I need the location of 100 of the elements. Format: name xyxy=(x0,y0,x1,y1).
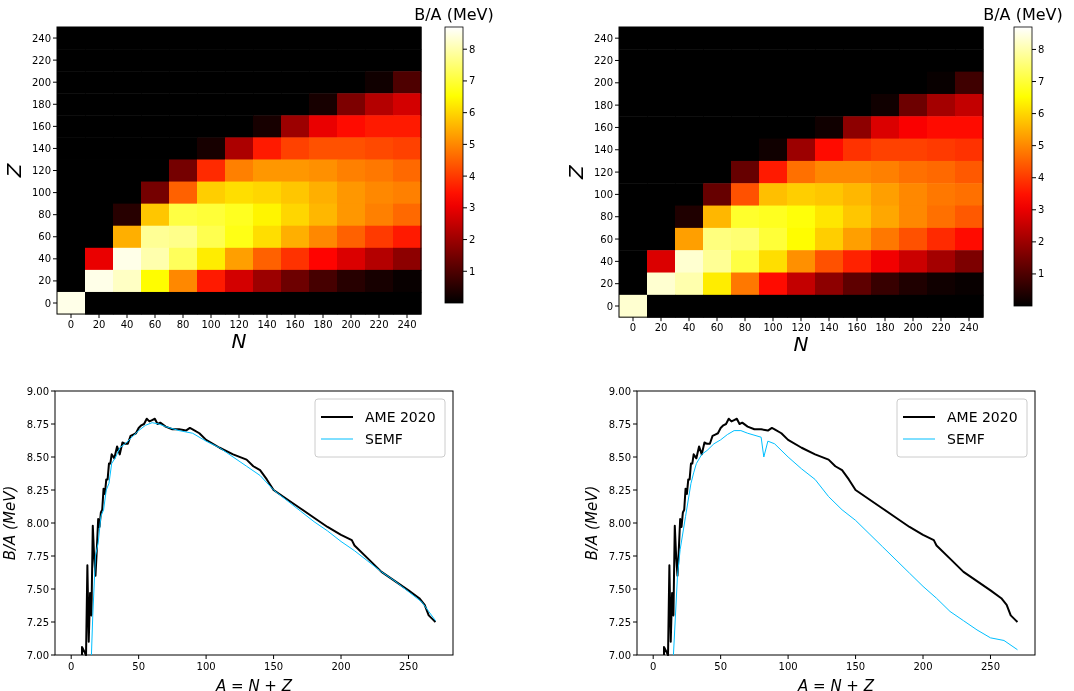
color-bar-label: 7 xyxy=(1038,76,1045,88)
x-tick-label: 100 xyxy=(196,661,216,672)
legend-label: AME 2020 xyxy=(365,408,436,425)
color-bar-title: B/A (MeV) xyxy=(983,5,1063,24)
y-tick-label: 8.75 xyxy=(608,418,631,430)
y-tick-label: 160 xyxy=(593,121,613,133)
y-tick-label: 9.00 xyxy=(608,385,631,397)
y-axis-title: Z xyxy=(2,162,26,179)
y-tick-label: 8.75 xyxy=(26,418,49,430)
color-bar-label: 7 xyxy=(469,75,476,87)
y-tick-label: 200 xyxy=(31,76,51,88)
y-tick-label: 7.25 xyxy=(608,616,631,628)
x-axis-title: N xyxy=(231,329,247,354)
legend-label: AME 2020 xyxy=(947,408,1018,425)
x-tick-label: 100 xyxy=(201,319,221,331)
y-axis-title: B/A (MeV) xyxy=(583,485,601,561)
x-tick-label: 0 xyxy=(68,661,75,672)
y-tick-label: 180 xyxy=(593,99,613,111)
x-tick-label: 40 xyxy=(120,319,134,331)
x-tick-label: 0 xyxy=(650,661,657,672)
x-tick-label: 180 xyxy=(313,319,333,331)
y-tick-label: 8.50 xyxy=(608,451,631,463)
y-tick-label: 8.25 xyxy=(26,484,49,496)
y-tick-label: 20 xyxy=(600,278,613,290)
color-bar-label: 1 xyxy=(469,265,476,277)
y-tick-label: 8.00 xyxy=(26,517,49,529)
x-tick-label: 250 xyxy=(980,661,1001,672)
x-tick-label: 240 xyxy=(397,319,417,331)
color-bar-label: 3 xyxy=(469,202,476,214)
y-tick-label: 120 xyxy=(31,165,51,177)
color-bar-label: 2 xyxy=(1038,236,1045,248)
x-tick-label: 200 xyxy=(903,322,923,334)
y-axis-title: B/A (MeV) xyxy=(1,485,19,561)
x-tick-label: 220 xyxy=(931,322,951,334)
x-tick-label: 160 xyxy=(847,322,867,334)
color-bar-label: 1 xyxy=(1038,268,1045,280)
x-tick-label: 200 xyxy=(331,661,351,672)
x-tick-label: 60 xyxy=(710,322,724,334)
x-tick-label: 140 xyxy=(819,322,839,334)
x-tick-label: 180 xyxy=(875,322,895,334)
x-tick-label: 60 xyxy=(148,319,162,331)
color-bar-label: 4 xyxy=(469,170,476,182)
y-tick-label: 240 xyxy=(593,32,613,44)
x-tick-label: 0 xyxy=(67,319,75,331)
x-tick-label: 50 xyxy=(714,661,728,672)
color-bar-title: B/A (MeV) xyxy=(414,5,494,24)
y-tick-label: 140 xyxy=(593,144,613,156)
y-tick-label: 60 xyxy=(600,233,613,245)
y-tick-label: 20 xyxy=(38,275,51,287)
y-tick-label: 200 xyxy=(593,77,613,89)
y-tick-label: 8.00 xyxy=(608,517,631,529)
x-tick-label: 120 xyxy=(791,322,811,334)
legend-label: SEMF xyxy=(947,430,985,447)
y-tick-label: 7.50 xyxy=(26,583,49,595)
x-tick-label: 100 xyxy=(778,661,798,672)
x-tick-label: 20 xyxy=(654,322,668,334)
y-tick-label: 120 xyxy=(593,166,613,178)
x-tick-label: 80 xyxy=(738,322,752,334)
color-bar-label: 6 xyxy=(469,107,476,119)
y-tick-label: 8.50 xyxy=(26,451,49,463)
y-tick-label: 7.00 xyxy=(608,649,631,661)
x-axis-title: N xyxy=(793,332,809,357)
y-axis-title: Z xyxy=(564,163,588,180)
color-bar-label: 6 xyxy=(1038,108,1045,120)
x-tick-label: 150 xyxy=(264,661,284,672)
x-tick-label: 160 xyxy=(285,319,305,331)
x-tick-label: 120 xyxy=(229,319,249,331)
color-bar-label: 5 xyxy=(1038,140,1045,152)
y-tick-label: 7.75 xyxy=(608,550,631,562)
y-tick-label: 220 xyxy=(593,54,613,66)
y-tick-label: 7.50 xyxy=(608,583,631,595)
x-axis-title: A = N + Z xyxy=(797,677,875,691)
y-tick-label: 8.25 xyxy=(608,484,631,496)
x-tick-label: 140 xyxy=(257,319,277,331)
y-tick-label: 7.00 xyxy=(26,649,49,661)
y-tick-label: 80 xyxy=(38,209,51,221)
x-tick-label: 20 xyxy=(92,319,106,331)
x-tick-label: 150 xyxy=(846,661,866,672)
x-tick-label: 200 xyxy=(341,319,361,331)
y-tick-label: 180 xyxy=(31,98,51,110)
y-tick-label: 240 xyxy=(31,32,51,44)
y-tick-label: 9.00 xyxy=(26,385,49,397)
x-axis-title: A = N + Z xyxy=(215,677,293,691)
color-bar-label: 4 xyxy=(1038,172,1045,184)
x-tick-label: 50 xyxy=(132,661,146,672)
y-tick-label: 7.75 xyxy=(26,550,49,562)
x-tick-label: 80 xyxy=(176,319,190,331)
x-tick-label: 250 xyxy=(398,661,419,672)
y-tick-label: 0 xyxy=(606,300,613,312)
color-bar-label: 8 xyxy=(469,43,476,55)
color-bar-label: 2 xyxy=(469,234,476,246)
y-tick-label: 7.25 xyxy=(26,616,49,628)
y-tick-label: 160 xyxy=(31,120,51,132)
x-tick-label: 100 xyxy=(763,322,783,334)
color-bar-label: 3 xyxy=(1038,204,1045,216)
y-tick-label: 40 xyxy=(38,253,51,265)
y-tick-label: 100 xyxy=(31,187,51,199)
x-tick-label: 240 xyxy=(959,322,979,334)
y-tick-label: 100 xyxy=(593,188,613,200)
y-tick-label: 60 xyxy=(38,231,51,243)
